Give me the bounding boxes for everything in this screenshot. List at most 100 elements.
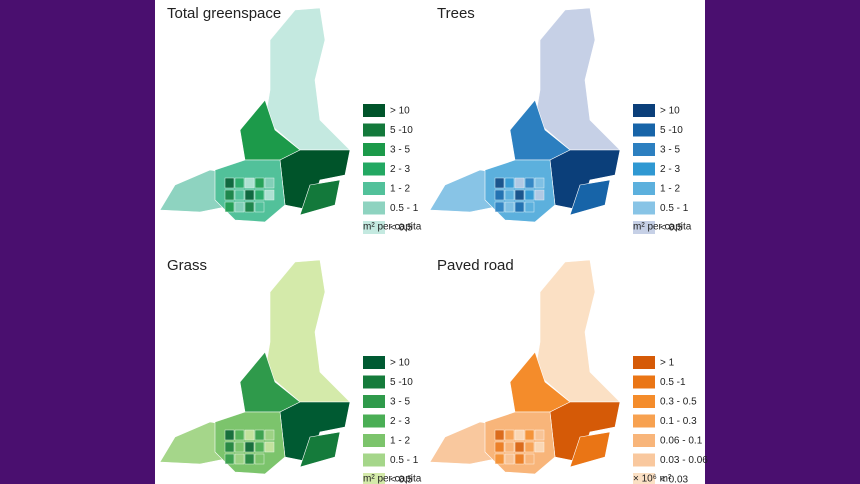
legend-label: < 0.03 — [660, 475, 689, 484]
panel-title: Grass — [167, 257, 207, 274]
map-district — [504, 177, 515, 189]
map-district — [504, 189, 515, 201]
legend-label: < 0.5 — [390, 475, 413, 484]
map-district — [504, 453, 515, 465]
legend-swatch — [363, 453, 385, 467]
map-district — [494, 177, 505, 189]
map-district — [524, 453, 535, 465]
legend-swatch — [633, 375, 655, 389]
map-district — [504, 429, 515, 441]
legend-swatch — [633, 395, 655, 408]
map-region — [299, 179, 341, 216]
map-panel: Grass > 10 5 -10 3 - 5 2 - 3 1 - 2 0.5 - 1 < 0.… — [159, 257, 422, 484]
map-district — [264, 441, 275, 453]
map-district — [494, 441, 505, 453]
map-district — [504, 201, 515, 213]
legend-swatch — [363, 162, 385, 176]
legend-swatch — [633, 143, 655, 156]
legend-unit: m² per capita — [363, 222, 422, 233]
legend-label: > 1 — [660, 358, 675, 369]
map-region — [569, 179, 611, 216]
panel-title: Total greenspace — [167, 5, 281, 22]
legend-label: > 10 — [390, 106, 410, 117]
legend-label: 2 - 3 — [660, 164, 680, 175]
legend-swatch — [633, 414, 655, 428]
map-district — [514, 201, 525, 213]
map-district — [494, 429, 505, 441]
legend-label: 2 - 3 — [390, 164, 410, 175]
map-district — [224, 201, 235, 213]
legend-label: 0.5 - 1 — [660, 203, 689, 214]
map-district — [494, 453, 505, 465]
legend-label: 1 - 2 — [390, 184, 410, 195]
legend-swatch — [363, 221, 385, 234]
map-district — [264, 189, 275, 201]
map-district — [224, 429, 235, 441]
map-panel: Total greenspace > 10 5 -10 3 - 5 2 - 3 1 - 2… — [159, 5, 422, 234]
legend-label: 0.1 - 0.3 — [660, 416, 697, 427]
map-district — [514, 441, 525, 453]
map-district — [234, 429, 245, 441]
map-district — [244, 189, 255, 201]
map-district — [224, 177, 235, 189]
map-district — [254, 177, 265, 189]
map-panel: Paved road > 1 0.5 -1 0.3 - 0.5 0.1 - 0.3 0.0… — [429, 257, 708, 484]
legend-unit: m² per capita — [363, 474, 422, 484]
map-district — [244, 429, 255, 441]
panel-title: Trees — [437, 5, 475, 22]
legend-swatch — [363, 434, 385, 447]
map-district — [494, 189, 505, 201]
map-district — [534, 429, 545, 441]
map-district — [234, 201, 245, 213]
map-district — [514, 453, 525, 465]
map-region — [299, 431, 341, 468]
map-region — [569, 431, 611, 468]
legend-label: 3 - 5 — [390, 145, 410, 156]
map-district — [514, 429, 525, 441]
map-district — [224, 453, 235, 465]
legend-label: 0.06 - 0.1 — [660, 436, 703, 447]
legend-label: 0.5 -1 — [660, 377, 686, 388]
map-district — [524, 201, 535, 213]
map-district — [234, 453, 245, 465]
legend-swatch — [633, 201, 655, 215]
legend-swatch — [633, 434, 655, 447]
map-district — [524, 441, 535, 453]
legend-label: 1 - 2 — [660, 184, 680, 195]
legend-label: 0.03 - 0.06 — [660, 455, 708, 466]
legend-label: < 0.5 — [390, 223, 413, 234]
legend-label: 5 -10 — [390, 125, 413, 136]
map-district — [224, 441, 235, 453]
legend-swatch — [363, 201, 385, 215]
map-district — [254, 429, 265, 441]
legend-swatch — [633, 473, 655, 484]
legend-swatch — [633, 453, 655, 467]
legend-unit: m² per capita — [633, 222, 692, 233]
legend-swatch — [633, 221, 655, 234]
map-district — [244, 201, 255, 213]
legend-label: < 0.5 — [660, 223, 683, 234]
legend-swatch — [363, 473, 385, 484]
map-district — [534, 189, 545, 201]
map-district — [524, 177, 535, 189]
legend-swatch — [633, 356, 655, 369]
legend-label: 5 -10 — [390, 377, 413, 388]
legend-swatch — [633, 182, 655, 195]
figure-panel — [155, 0, 705, 484]
map-district — [264, 429, 275, 441]
legend-label: 2 - 3 — [390, 416, 410, 427]
legend-label: 0.3 - 0.5 — [660, 397, 697, 408]
map-district — [244, 453, 255, 465]
map-district — [254, 189, 265, 201]
legend-swatch — [363, 356, 385, 369]
legend-swatch — [633, 123, 655, 137]
legend-label: 0.5 - 1 — [390, 455, 419, 466]
legend-swatch — [363, 375, 385, 389]
map-district — [494, 201, 505, 213]
panel-title: Paved road — [437, 257, 514, 274]
legend-swatch — [363, 143, 385, 156]
legend-swatch — [363, 182, 385, 195]
map-district — [534, 177, 545, 189]
map-district — [534, 441, 545, 453]
legend-swatch — [363, 104, 385, 117]
